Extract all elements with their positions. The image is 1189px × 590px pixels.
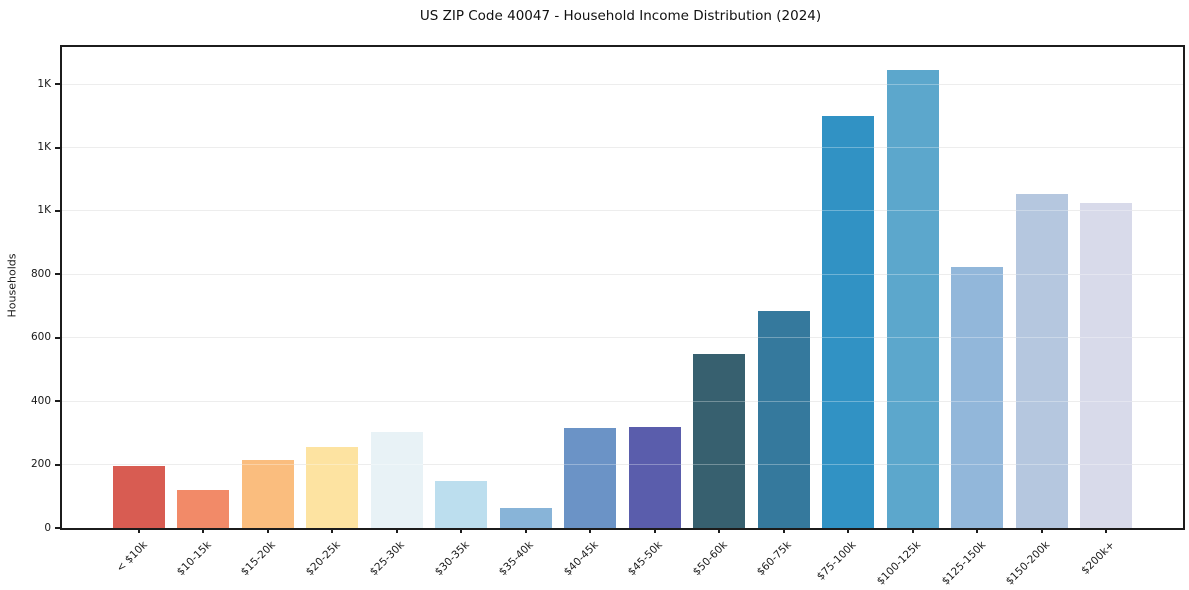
- bar: [306, 447, 359, 528]
- y-tick-label: 800: [30, 267, 51, 280]
- y-tick-mark: [55, 83, 60, 86]
- gridline: [62, 83, 1183, 85]
- y-tick-label: 1K: [37, 77, 51, 90]
- x-tick-mark: [718, 528, 721, 533]
- x-tick-mark: [331, 528, 334, 533]
- x-tick-label: $200k+: [1078, 539, 1117, 577]
- bar: [757, 310, 810, 528]
- x-tick-label: $40-45k: [561, 539, 601, 579]
- x-tick-label: $25-30k: [368, 539, 408, 579]
- gridline-overlay: [62, 337, 1183, 339]
- x-tick-label: $20-25k: [303, 539, 343, 579]
- x-tick-mark: [589, 528, 592, 533]
- y-tick-mark: [55, 527, 60, 529]
- bar: [1015, 193, 1068, 528]
- y-tick-mark: [55, 209, 60, 212]
- bar: [693, 354, 746, 528]
- y-tick-mark: [55, 146, 60, 149]
- bar: [951, 267, 1004, 528]
- gridline-overlay: [62, 147, 1183, 148]
- y-tick-mark: [55, 400, 60, 403]
- x-tick-label: $35-40k: [497, 539, 537, 579]
- x-tick-label: < $10k: [113, 539, 150, 575]
- bar: [112, 466, 165, 528]
- gridline-overlay: [62, 400, 1183, 402]
- bar: [628, 427, 681, 528]
- bar: [177, 489, 230, 528]
- x-tick-label: $75-100k: [814, 539, 859, 583]
- y-tick-label: 400: [30, 394, 51, 407]
- gridline: [62, 464, 1183, 466]
- bar: [1080, 202, 1133, 528]
- y-tick-mark: [55, 273, 60, 276]
- x-tick-label: $50-60k: [690, 539, 730, 579]
- x-tick-label: $150-200k: [1003, 539, 1053, 588]
- x-tick-mark: [1105, 528, 1108, 533]
- x-tick-mark: [137, 528, 140, 533]
- gridline-overlay: [62, 210, 1183, 212]
- plot-area: 0 200 400 600 800 1K 1K 1K < $10k $10-15k $15-20k $…: [31, 45, 1185, 588]
- gridline-overlay: [62, 273, 1183, 275]
- x-tick-label: $60-75k: [755, 539, 795, 579]
- gridline: [62, 400, 1183, 402]
- x-tick-label: $15-20k: [239, 539, 279, 579]
- bar: [822, 115, 875, 528]
- y-tick-mark: [55, 336, 60, 339]
- gridline-overlay: [62, 83, 1183, 85]
- bar: [499, 508, 552, 528]
- x-tick-mark: [911, 528, 914, 533]
- x-tick-mark: [1040, 528, 1043, 533]
- x-tick-mark: [524, 528, 527, 533]
- x-tick-mark: [202, 528, 205, 533]
- y-axis-label-text: Households: [5, 253, 19, 318]
- bar: [886, 69, 939, 528]
- gridline-overlay: [62, 464, 1183, 466]
- x-tick-mark: [976, 528, 979, 533]
- y-tick-label: 200: [30, 458, 51, 471]
- y-tick-label: 600: [30, 331, 51, 344]
- bar: [241, 460, 294, 528]
- bar: [435, 481, 488, 528]
- gridline: [62, 147, 1183, 148]
- y-tick-mark: [55, 463, 60, 466]
- gridline: [62, 210, 1183, 212]
- x-tick-label: $100-125k: [874, 539, 924, 588]
- y-axis-label: Households: [4, 45, 20, 526]
- x-tick-mark: [266, 528, 269, 533]
- x-tick-mark: [653, 528, 656, 533]
- x-tick-label: $30-35k: [432, 539, 472, 579]
- x-tick-mark: [782, 528, 785, 533]
- y-tick-label: 1K: [37, 141, 51, 153]
- x-tick-label: $45-50k: [626, 539, 666, 579]
- y-tick-label: 0: [44, 521, 51, 534]
- x-tick-mark: [460, 528, 463, 533]
- x-tick-label: $10-15k: [174, 539, 214, 579]
- x-tick-label: $125-150k: [939, 539, 988, 588]
- x-tick-mark: [847, 528, 850, 533]
- bar: [564, 428, 617, 528]
- chart-title: US ZIP Code 40047 - Household Income Dis…: [419, 8, 822, 24]
- gridline: [62, 273, 1183, 275]
- x-tick-mark: [395, 528, 398, 533]
- y-tick-label: 1K: [37, 204, 51, 217]
- bar: [370, 432, 423, 528]
- gridline: [62, 337, 1183, 339]
